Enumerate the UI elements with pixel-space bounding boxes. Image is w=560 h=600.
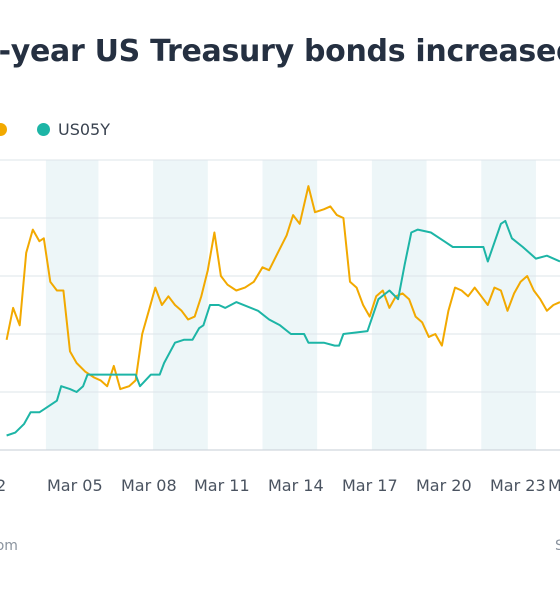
chart-legend: US05Y	[0, 118, 132, 140]
x-tick-label: Mar 17	[342, 476, 398, 495]
x-axis-ticks: 2 Mar 05 Mar 08 Mar 11 Mar 14 Mar 17 Mar 20 Mar…	[0, 476, 560, 495]
x-tick-label: Mar 11	[194, 476, 250, 495]
shaded-band-0	[45, 160, 99, 450]
shaded-band-2	[262, 160, 318, 450]
x-tick-label: Ma	[548, 476, 560, 495]
series-line-series-1	[5, 185, 560, 391]
legend-item-us05y[interactable]: US05Y	[37, 120, 110, 139]
x-tick-label: Mar 20	[416, 476, 472, 495]
legend-label-us05y: US05Y	[58, 119, 110, 139]
legend-swatch-series-1	[0, 122, 7, 136]
series-line-us05y	[6, 219, 560, 437]
x-tick-label: Mar 23	[490, 476, 546, 495]
grid-lines	[0, 159, 560, 451]
x-tick-label: Mar 14	[268, 476, 324, 495]
x-tick-label: Mar 05	[47, 476, 103, 495]
legend-item-series-1[interactable]	[0, 122, 15, 136]
credit-text: S	[555, 538, 560, 554]
shaded-bands	[45, 160, 536, 450]
legend-swatch-us05y	[37, 122, 50, 136]
x-tick-label: 2	[0, 476, 6, 495]
chart-title: 5-year US Treasury bonds increased	[0, 34, 560, 69]
series-lines	[5, 185, 560, 437]
source-text: com	[0, 538, 18, 554]
shaded-band-4	[481, 160, 536, 450]
chart-plot: 2 Mar 05 Mar 08 Mar 11 Mar 14 Mar 17 Mar 20 Mar…	[0, 159, 560, 495]
shaded-band-3	[371, 160, 427, 450]
x-tick-label: Mar 08	[121, 476, 177, 495]
